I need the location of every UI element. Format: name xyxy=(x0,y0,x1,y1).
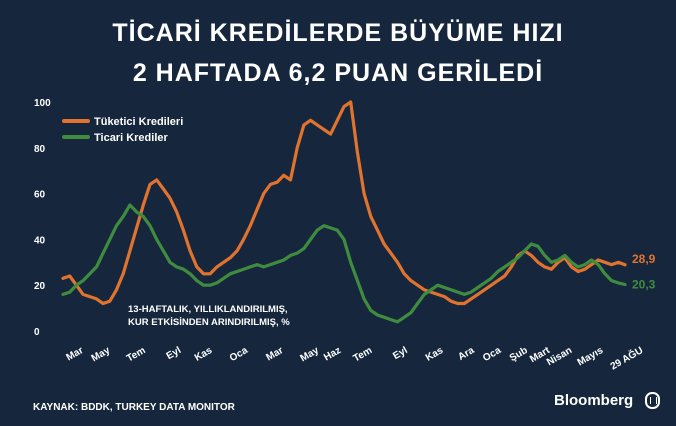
x-tick-label: Mar xyxy=(264,345,285,363)
x-tick-label: Oca xyxy=(481,345,503,364)
x-tick-label: Oca xyxy=(228,345,250,364)
x-tick-label: Kas xyxy=(424,345,446,364)
series-line-1 xyxy=(61,100,627,306)
chart-note: 13-HAFTALIK, YILLIKLANDIRILMIŞ, xyxy=(128,304,288,315)
ht-seal-icon xyxy=(645,392,660,409)
x-tick-label: May xyxy=(299,345,322,364)
x-tick-label: Eyl xyxy=(165,345,184,362)
x-tick-label: Nisan xyxy=(545,345,574,368)
y-tick-label: 40 xyxy=(34,235,46,246)
y-tick-label: 20 xyxy=(34,281,46,292)
x-tick-label: Mar xyxy=(64,345,85,363)
series-end-label: 20,3 xyxy=(632,278,656,292)
legend-label: Ticari Krediler xyxy=(94,132,168,144)
chart-note: KUR ETKİSİNDEN ARINDIRILMIŞ, % xyxy=(128,317,290,328)
x-tick-label: Ara xyxy=(456,345,476,363)
x-tick-label: Haz xyxy=(322,345,343,363)
x-tick-label: May xyxy=(90,345,113,364)
source-note: KAYNAK: BDDK, TURKEY DATA MONITOR xyxy=(33,402,235,413)
chart-title-line-1: TİCARİ KREDİLERDE BÜYÜME HIZI xyxy=(112,19,564,47)
series-end-label: 28,9 xyxy=(632,252,656,266)
y-tick-label: 80 xyxy=(34,144,46,155)
chart-title-line-2: 2 HAFTADA 6,2 PUAN GERİLEDİ xyxy=(132,59,544,87)
y-tick-label: 100 xyxy=(34,98,51,109)
legend-label: Tüketici Kredileri xyxy=(94,116,183,128)
y-tick-label: 60 xyxy=(34,190,46,201)
x-tick-label: Eyl xyxy=(391,345,410,362)
x-tick-label: Şub xyxy=(508,345,530,364)
x-tick-label: Mayıs xyxy=(576,345,606,369)
bloomberg-logo: Bloomberg xyxy=(554,392,634,409)
x-tick-label: Tem xyxy=(125,345,148,364)
y-tick-label: 0 xyxy=(34,327,40,338)
x-tick-label: Kas xyxy=(193,345,215,364)
x-tick-label: Tem xyxy=(352,345,375,364)
series-line-2 xyxy=(61,203,627,324)
x-tick-label: 29 AĞU xyxy=(608,343,645,372)
